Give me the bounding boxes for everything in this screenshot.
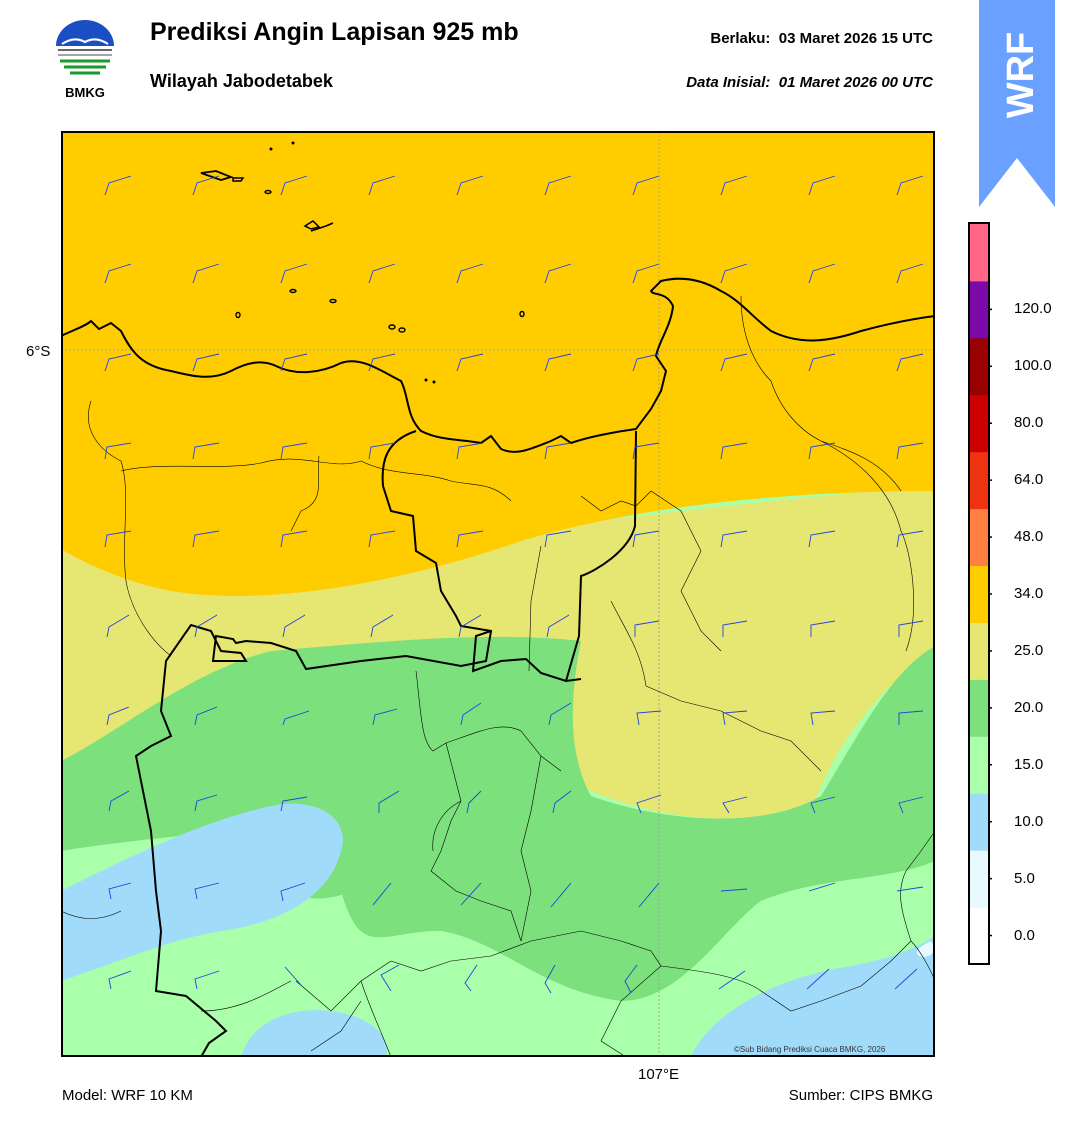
- speed-zone-5-10-sw: [61, 803, 343, 981]
- colorbar-segment: [970, 508, 988, 567]
- regency-borders: [61, 295, 935, 1057]
- colorbar-segment: [970, 224, 988, 282]
- colorbar-tick-label: 120.0: [1014, 300, 1052, 318]
- colorbar-tick-label: 100.0: [1014, 357, 1052, 375]
- island: [264, 189, 272, 195]
- bmkg-logo: [52, 20, 118, 91]
- map-credit: ©Sub Bidang Prediksi Cuaca BMKG, 2026: [734, 1045, 886, 1054]
- province-border-banten: [134, 430, 493, 1057]
- colorbar-segment: [970, 280, 988, 339]
- speed-zone-5-10-s: [241, 1010, 387, 1057]
- bmkg-logo-icon: [56, 20, 114, 75]
- lon-axis-label: 107°E: [638, 1066, 680, 1083]
- colorbar-segment: [970, 850, 988, 908]
- colorbar-tick-label: 10.0: [1014, 812, 1044, 830]
- wrf-badge-text-wrap: WRF: [1000, 32, 1042, 119]
- colorbar-tick-label: 15.0: [1014, 755, 1044, 773]
- island: [310, 222, 334, 232]
- colorbar-tick-label: 34.0: [1014, 585, 1044, 602]
- island: [424, 378, 428, 382]
- province-border: [471, 630, 582, 683]
- speed-zone-0-5: [916, 941, 935, 957]
- island: [398, 327, 406, 333]
- island: [303, 220, 321, 230]
- map-frame: [61, 131, 935, 1057]
- colorbar-segment: [970, 622, 988, 680]
- valid-time: Berlaku: 03 Maret 2026 15 UTC: [710, 30, 933, 47]
- page-subtitle: Wilayah Jabodetabek: [150, 71, 333, 91]
- colorbar-tick-label: 64.0: [1014, 471, 1044, 489]
- speed-zone-15-20: [61, 636, 935, 1001]
- colorbar-segment: [970, 451, 988, 510]
- island: [432, 380, 436, 384]
- wind-barbs: [104, 175, 924, 994]
- colorbar-tick-label: 25.0: [1014, 641, 1044, 659]
- colorbar-segment: [970, 736, 988, 794]
- logo-text: BMKG: [65, 85, 105, 100]
- colorbar-segment: [970, 337, 988, 396]
- lat-axis-label: 6°S: [26, 343, 51, 360]
- island: [291, 141, 295, 145]
- colorbar-segment: [970, 565, 988, 623]
- island: [388, 324, 396, 330]
- page-title: Prediksi Angin Lapisan 925 mb: [150, 18, 519, 46]
- legend-colorbar: [968, 222, 992, 965]
- island: [269, 147, 273, 151]
- island: [289, 288, 297, 294]
- island: [232, 177, 245, 182]
- speed-zone-25-34: [61, 131, 935, 596]
- island: [235, 311, 241, 319]
- wind-map: ©Sub Bidang Prediksi Cuaca BMKG, 2026: [61, 131, 935, 1057]
- wrf-badge: [979, 0, 1055, 215]
- wrf-ribbon-shape: [979, 0, 1055, 207]
- speed-zone-15-20-patch: [291, 719, 453, 899]
- island: [329, 298, 337, 304]
- init-time: Data Inisial: 01 Maret 2026 00 UTC: [686, 74, 933, 91]
- colorbar-tick-label: 48.0: [1014, 528, 1044, 546]
- wrf-badge-text: WRF: [1000, 32, 1042, 119]
- colorbar-tick-label: 80.0: [1014, 414, 1044, 432]
- island: [519, 310, 525, 318]
- province-border-jakarta: [565, 430, 637, 682]
- speed-zone-5-10-se: [691, 936, 935, 1057]
- colorbar-segment: [970, 793, 988, 851]
- colorbar-segment: [970, 679, 988, 737]
- colorbar-tick-label: 5.0: [1014, 869, 1035, 887]
- valid-time-value: 03 Maret 2026 15 UTC: [778, 30, 933, 47]
- init-time-label: Data Inisial:: [686, 74, 771, 91]
- model-info: Model: WRF 10 KM: [62, 1087, 193, 1104]
- colorbar-tick-label: 0.0: [1014, 926, 1035, 944]
- coastline: [61, 277, 935, 453]
- colorbar-segment: [970, 394, 988, 453]
- colorbar-tick-label: 20.0: [1014, 698, 1044, 716]
- source-info: Sumber: CIPS BMKG: [788, 1087, 933, 1104]
- colorbar-segment: [970, 907, 988, 965]
- valid-time-label: Berlaku:: [710, 30, 771, 47]
- init-time-value: 01 Maret 2026 00 UTC: [778, 74, 933, 91]
